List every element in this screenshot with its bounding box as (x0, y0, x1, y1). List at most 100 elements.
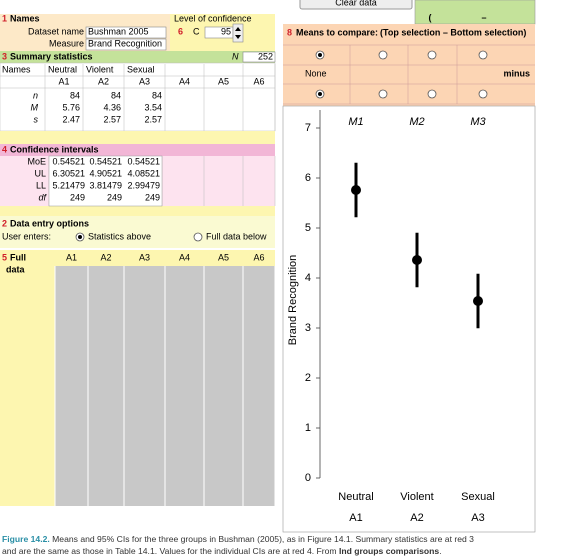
confidence-c: C (193, 26, 200, 36)
mean-point (473, 296, 483, 306)
column-header: A1 (58, 76, 69, 86)
column-header: A2 (98, 76, 109, 86)
x-group: A2 (410, 512, 423, 524)
stat-value: 84 (152, 90, 162, 100)
full-data-header-bg (0, 250, 275, 266)
stat-value: 2.57 (144, 114, 162, 124)
y-tick-label: 5 (305, 222, 311, 234)
y-tick-label: 2 (305, 372, 311, 384)
dataset-value: Bushman 2005 (88, 26, 149, 36)
row-label: df (38, 192, 47, 202)
confidence-label: Level of confidence (174, 13, 252, 23)
entry-option: Full data below (206, 231, 267, 241)
compare-subheader: (Top selection – Bottom selection) (380, 27, 526, 37)
stat-value: 84 (70, 90, 80, 100)
caption-end: . (439, 546, 441, 556)
ci-bar (0, 144, 275, 156)
minus-label: minus (503, 68, 530, 78)
chart-panel (282, 105, 536, 533)
column-header: A1 (66, 252, 77, 262)
x-category: Violent (400, 491, 433, 503)
y-tick-label: 1 (305, 422, 311, 434)
stat-value: 4.36 (103, 102, 121, 112)
row-label: n (33, 90, 38, 100)
measure-input[interactable] (85, 38, 167, 51)
y-tick-label: 4 (305, 272, 311, 284)
section-number: 1 (2, 13, 7, 23)
entry-radio[interactable] (193, 232, 203, 242)
column-header: A6 (253, 252, 264, 262)
top-radio[interactable] (427, 50, 437, 60)
clear-button[interactable] (299, 0, 413, 10)
row-label: M (31, 102, 39, 112)
column-label: M1 (348, 116, 363, 128)
bottom-radio-dot (318, 92, 322, 96)
group-name: Violent (86, 64, 114, 74)
mean-point (412, 255, 422, 265)
ci-value: 249 (145, 192, 160, 202)
ci-value: 5.21479 (52, 180, 85, 190)
ci-cells (48, 155, 163, 207)
compare-header: Means to compare: (296, 27, 378, 37)
row-label: s (34, 114, 39, 124)
summary-area (0, 62, 276, 132)
summary-footer (0, 131, 275, 144)
column-header: A3 (139, 252, 150, 262)
ci-footer (0, 206, 275, 216)
column-header: A5 (218, 252, 229, 262)
ci-value: 0.54521 (127, 156, 160, 166)
full-data-side (0, 266, 55, 506)
section-header: Names (10, 13, 40, 23)
ci-value: 4.90521 (89, 168, 122, 178)
top-radio[interactable] (478, 50, 488, 60)
n-value: 252 (258, 51, 273, 61)
spinner-arrows (235, 27, 241, 39)
column-header: A5 (218, 76, 229, 86)
caption-text: Means and 95% CIs for the three groups i… (50, 534, 474, 544)
entry-radio-dot (78, 235, 82, 239)
paren: ( (429, 12, 432, 22)
section-header: Confidence intervals (10, 144, 99, 154)
user-label: User enters: (2, 231, 51, 241)
column-header: A3 (139, 76, 150, 86)
dataset-input[interactable] (85, 26, 167, 39)
stat-value: 84 (111, 90, 121, 100)
ci-value: 249 (70, 192, 85, 202)
y-tick-label: 0 (305, 472, 311, 484)
ci-value: 0.54521 (52, 156, 85, 166)
section-number: 3 (2, 51, 7, 61)
bottom-radio[interactable] (378, 89, 388, 99)
section-number: 4 (2, 144, 7, 154)
column-label: M2 (409, 116, 424, 128)
ci-value: 4.08521 (127, 168, 160, 178)
spinner[interactable] (232, 23, 244, 43)
section-number: 8 (287, 27, 292, 37)
column-header: A4 (179, 76, 190, 86)
confidence-value: 95 (221, 26, 231, 36)
ci-value: 3.81479 (89, 180, 122, 190)
stat-value: 2.57 (103, 114, 121, 124)
section-header: data (6, 264, 26, 274)
stat-value: 2.47 (62, 114, 80, 124)
y-tick-label: 3 (305, 322, 311, 334)
section-header: Summary statistics (10, 51, 93, 61)
caption-line: Figure 14.2. Means and 95% CIs for the t… (2, 534, 474, 544)
top-radio[interactable] (378, 50, 388, 60)
dataset-label: Dataset name (28, 26, 84, 36)
entry-bg (0, 216, 275, 248)
stat-value: 3.54 (144, 102, 162, 112)
green-box (414, 0, 536, 25)
bottom-radio[interactable] (478, 89, 488, 99)
n-label: N (232, 51, 239, 61)
column-header: A6 (253, 76, 264, 86)
x-group: A3 (471, 512, 484, 524)
bottom-radio[interactable] (427, 89, 437, 99)
x-group: A1 (349, 512, 362, 524)
section-header: Data entry options (10, 218, 89, 228)
group-name: Neutral (48, 64, 77, 74)
column-header: A2 (100, 252, 111, 262)
y-axis-label: Brand Recognition (287, 255, 299, 346)
row-label: MoE (27, 156, 46, 166)
ci-value: 6.30521 (52, 168, 85, 178)
